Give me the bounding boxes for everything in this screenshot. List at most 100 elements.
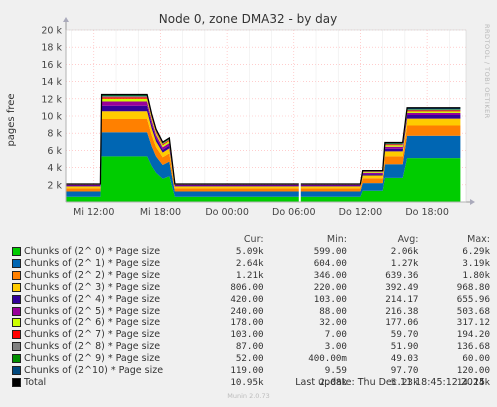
legend-avg: 392.49: [385, 281, 419, 293]
y-tick-label: 10 k: [41, 112, 62, 123]
y-tick-label: 4 k: [47, 163, 62, 174]
legend-label: Chunks of (2^ 7) * Page size: [24, 329, 161, 341]
legend-cur: 10.95k: [230, 376, 264, 388]
legend-row: Chunks of (2^ 3) * Page size 806.00 220.00…: [12, 282, 490, 294]
legend-max: 3.19k: [462, 257, 490, 269]
legend: Cur: Min: Avg: Max: Chunks of (2^ 0) * P…: [12, 234, 490, 389]
legend-label: Chunks of (2^ 8) * Page size: [24, 341, 161, 353]
legend-cur: 52.00: [235, 353, 264, 365]
legend-cur: 178.00: [230, 317, 264, 329]
legend-min: 2.08k: [319, 376, 347, 388]
x-tick-label: Do 00:00: [205, 207, 249, 218]
legend-swatch: [12, 282, 22, 294]
area-series-2: [66, 119, 461, 192]
legend-row: Total 10.95k 2.08k 5.23k 14.14k: [12, 377, 490, 389]
x-tick-label: Do 06:00: [272, 207, 316, 218]
legend-header-row: Cur: Min: Avg: Max:: [12, 234, 490, 246]
legend-min: 88.00: [319, 305, 347, 317]
munin-footer: Munin 2.0.73: [227, 392, 270, 400]
legend-cur: 87.00: [235, 341, 264, 353]
legend-label: Chunks of (2^ 9) * Page size: [24, 353, 161, 365]
area-series-0: [66, 156, 461, 202]
y-tick-label: 18 k: [41, 43, 62, 54]
legend-max: 6.29k: [462, 246, 490, 257]
legend-swatch-box: [12, 270, 21, 280]
y-axis-label-wrap: pages free: [4, 90, 18, 150]
legend-swatch-box: [12, 247, 21, 256]
legend-min: 346.00: [313, 269, 347, 281]
legend-min: 7.00: [324, 329, 347, 341]
legend-row: Chunks of (2^ 5) * Page size 240.00 88.00 2…: [12, 306, 490, 318]
legend-label: Chunks of (2^ 3) * Page size: [24, 281, 161, 293]
legend-avg: 177.06: [385, 317, 419, 329]
legend-label: Chunks of (2^ 5) * Page size: [24, 305, 161, 317]
legend-swatch-box: [12, 366, 21, 376]
legend-max: 968.80: [456, 281, 490, 293]
y-tick-label: 20 k: [41, 26, 62, 37]
legend-avg: 214.17: [385, 293, 419, 305]
x-tick-label: Do 18:00: [405, 207, 449, 218]
legend-swatch: [12, 377, 22, 389]
legend-label: Chunks of (2^10) * Page size: [24, 365, 164, 377]
legend-row: Chunks of (2^ 7) * Page size 103.00 7.00 59…: [12, 329, 490, 341]
legend-avg: 639.36: [385, 269, 419, 281]
legend-swatch-box: [12, 306, 21, 316]
legend-cur: 103.00: [230, 329, 264, 341]
legend-swatch: [12, 246, 22, 258]
legend-header-cur: Cur:: [243, 234, 264, 245]
legend-swatch: [12, 365, 22, 377]
area-series-3: [66, 111, 461, 189]
last-update: Last update: Thu Dec 11 18:45:12 2025: [295, 377, 485, 388]
plot-area: 2 k 4 k 6 k 8 k 10 k 12 k 14 k 16 k 18 k 20 k Mi 1…: [41, 17, 475, 218]
legend-swatch: [12, 353, 22, 365]
legend-max: 60.00: [462, 353, 490, 365]
legend-cur: 2.64k: [235, 257, 264, 269]
legend-cur: 119.00: [230, 365, 264, 377]
chart-title: Node 0, zone DMA32 - by day: [159, 12, 337, 26]
legend-cur: 1.21k: [235, 269, 264, 281]
legend-header-max: Max:: [467, 234, 490, 245]
legend-avg: 59.70: [390, 329, 419, 341]
plot-frame: [65, 29, 467, 203]
legend-max: 503.68: [456, 305, 490, 317]
legend-min: 220.00: [313, 281, 347, 293]
legend-min: 9.59: [324, 365, 347, 377]
x-tick-label: Do 12:00: [339, 207, 383, 218]
legend-row: Chunks of (2^ 4) * Page size 420.00 103.00…: [12, 294, 490, 306]
legend-swatch-box: [12, 342, 21, 352]
rrdtool-credit: RRDTOOL / TOBI OETIKER: [483, 24, 491, 119]
legend-header-avg: Avg:: [397, 234, 419, 245]
legend-avg: 216.38: [385, 305, 419, 317]
legend-row: Chunks of (2^ 1) * Page size 2.64k 604.00 1…: [12, 258, 490, 270]
legend-min: 604.00: [313, 257, 347, 269]
legend-row: Chunks of (2^ 2) * Page size 1.21k 346.00 6…: [12, 270, 490, 282]
y-tick-label: 8 k: [47, 129, 62, 140]
legend-cur: 806.00: [230, 281, 264, 293]
legend-swatch: [12, 329, 22, 341]
legend-header-min: Min:: [326, 234, 347, 245]
legend-label: Total: [24, 376, 47, 388]
legend-swatch-box: [12, 282, 21, 292]
data-gap: [298, 30, 301, 202]
legend-label: Chunks of (2^ 4) * Page size: [24, 293, 161, 305]
legend-row: Chunks of (2^ 9) * Page size 52.00 400.00m…: [12, 353, 490, 365]
legend-swatch-box: [12, 294, 21, 304]
total-line: [66, 93, 461, 185]
legend-min: 599.00: [313, 246, 347, 257]
legend-min: 32.00: [319, 317, 347, 329]
legend-min: 3.00: [324, 341, 347, 353]
legend-max: 655.96: [456, 293, 490, 305]
legend-min: 103.00: [313, 293, 347, 305]
legend-avg: 2.06k: [390, 246, 419, 257]
legend-max: 1.80k: [462, 269, 490, 281]
legend-label: Chunks of (2^ 2) * Page size: [24, 269, 161, 281]
legend-label: Chunks of (2^ 1) * Page size: [24, 257, 161, 269]
legend-row: Chunks of (2^10) * Page size 119.00 9.59 97…: [12, 365, 490, 377]
legend-max: 120.00: [456, 365, 490, 377]
y-axis-label: pages free: [6, 93, 17, 146]
legend-swatch: [12, 317, 22, 329]
legend-max: 14.14k: [456, 376, 490, 388]
legend-swatch: [12, 294, 22, 306]
legend-avg: 51.90: [390, 341, 419, 353]
legend-min: 400.00m: [308, 353, 347, 365]
